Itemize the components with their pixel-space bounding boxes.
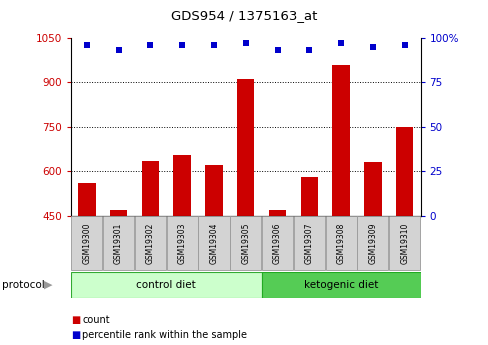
FancyBboxPatch shape bbox=[135, 216, 165, 270]
Text: GSM19306: GSM19306 bbox=[272, 223, 282, 264]
Bar bbox=[237, 79, 254, 216]
Bar bbox=[395, 127, 412, 216]
Point bbox=[400, 42, 408, 48]
Bar bbox=[268, 210, 285, 216]
Bar bbox=[205, 165, 222, 216]
Point bbox=[82, 42, 91, 48]
Text: GSM19308: GSM19308 bbox=[336, 223, 345, 264]
FancyBboxPatch shape bbox=[103, 216, 134, 270]
Text: GSM19300: GSM19300 bbox=[82, 223, 91, 264]
Bar bbox=[110, 210, 127, 216]
Text: GDS954 / 1375163_at: GDS954 / 1375163_at bbox=[171, 9, 317, 22]
FancyBboxPatch shape bbox=[230, 216, 261, 270]
Text: GSM19310: GSM19310 bbox=[399, 223, 408, 264]
Text: protocol: protocol bbox=[2, 280, 45, 290]
FancyBboxPatch shape bbox=[293, 216, 324, 270]
Text: GSM19305: GSM19305 bbox=[241, 223, 250, 264]
Bar bbox=[173, 155, 190, 216]
FancyBboxPatch shape bbox=[388, 216, 419, 270]
Text: ■: ■ bbox=[71, 315, 80, 325]
Bar bbox=[78, 183, 95, 216]
FancyBboxPatch shape bbox=[166, 216, 197, 270]
Text: GSM19303: GSM19303 bbox=[177, 223, 186, 264]
Point bbox=[114, 48, 122, 53]
Text: ▶: ▶ bbox=[43, 280, 52, 290]
Point bbox=[178, 42, 186, 48]
Point bbox=[210, 42, 218, 48]
Text: ketogenic diet: ketogenic diet bbox=[303, 280, 378, 290]
Text: control diet: control diet bbox=[136, 280, 196, 290]
Point bbox=[242, 40, 249, 46]
Text: GSM19301: GSM19301 bbox=[114, 223, 123, 264]
Point bbox=[273, 48, 281, 53]
FancyBboxPatch shape bbox=[261, 272, 420, 298]
FancyBboxPatch shape bbox=[325, 216, 356, 270]
Text: percentile rank within the sample: percentile rank within the sample bbox=[82, 330, 246, 339]
Bar bbox=[364, 162, 381, 216]
Text: count: count bbox=[82, 315, 109, 325]
Bar bbox=[332, 65, 349, 216]
FancyBboxPatch shape bbox=[71, 272, 261, 298]
Point bbox=[368, 44, 376, 50]
Text: GSM19304: GSM19304 bbox=[209, 223, 218, 264]
Text: ■: ■ bbox=[71, 330, 80, 339]
Text: GSM19302: GSM19302 bbox=[145, 223, 155, 264]
FancyBboxPatch shape bbox=[262, 216, 292, 270]
Bar bbox=[142, 161, 159, 216]
Point bbox=[305, 48, 313, 53]
Point bbox=[146, 42, 154, 48]
FancyBboxPatch shape bbox=[357, 216, 387, 270]
Point bbox=[337, 40, 345, 46]
Text: GSM19309: GSM19309 bbox=[367, 223, 377, 264]
Bar bbox=[300, 177, 317, 216]
FancyBboxPatch shape bbox=[71, 216, 102, 270]
FancyBboxPatch shape bbox=[198, 216, 229, 270]
Text: GSM19307: GSM19307 bbox=[304, 223, 313, 264]
